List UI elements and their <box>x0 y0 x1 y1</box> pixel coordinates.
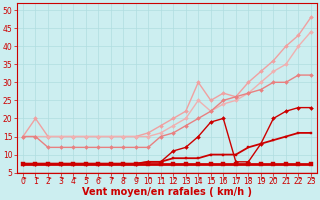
X-axis label: Vent moyen/en rafales ( km/h ): Vent moyen/en rafales ( km/h ) <box>82 187 252 197</box>
